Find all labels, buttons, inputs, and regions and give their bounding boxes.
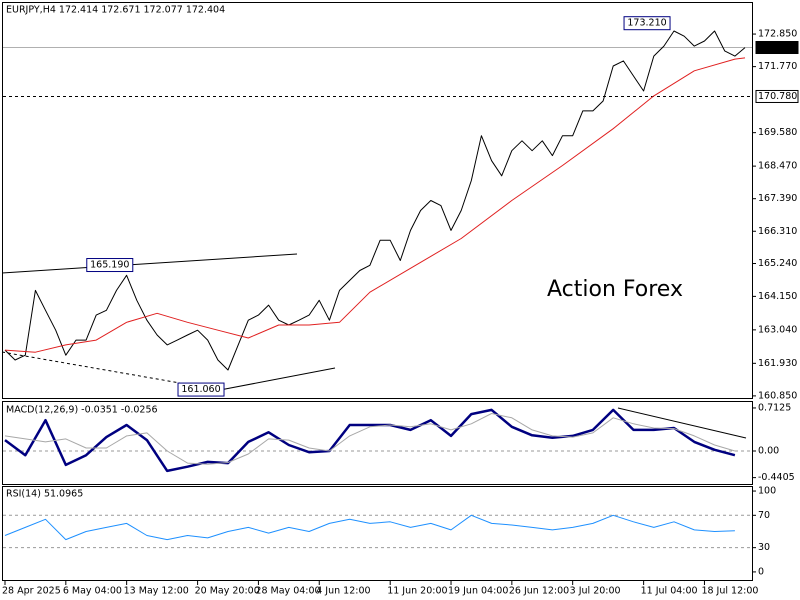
symbol-header: EURJPY,H4 172.414 172.671 172.077 172.40…	[6, 5, 225, 16]
y-tick-label: -0.4405	[758, 472, 795, 483]
x-tick-label: 28 Apr 2025	[2, 586, 61, 597]
trend-line	[1, 351, 181, 384]
y-tick-label: 168.470	[758, 161, 797, 172]
series-line	[4, 413, 736, 465]
y-tick-label: 167.390	[758, 193, 797, 204]
annotation-label: 161.060	[181, 384, 220, 395]
annotation-box	[623, 16, 671, 31]
x-tick-label: 11 Jul 04:00	[641, 586, 698, 597]
macd-header: MACD(12,26,9) -0.0351 -0.0256	[6, 405, 158, 416]
price-level-box	[755, 89, 799, 103]
price-level-box	[755, 41, 799, 55]
annotation-box	[86, 258, 134, 273]
rsi-header: RSI(14) 51.0965	[6, 489, 83, 500]
series-line	[4, 30, 746, 371]
annotation-label: 173.210	[627, 18, 666, 29]
x-tick-label: 26 Jun 12:00	[509, 586, 569, 597]
trend-line	[617, 407, 747, 439]
x-tick-label: 3 Jul 20:00	[570, 586, 621, 597]
y-tick-label: 163.040	[758, 324, 797, 335]
y-tick-label: 160.850	[758, 390, 797, 401]
x-tick-label: 13 May 12:00	[124, 586, 189, 597]
x-tick-label: 4 Jun 12:00	[316, 586, 370, 597]
x-tick-label: 11 Jun 20:00	[387, 586, 447, 597]
annotation-label: 165.190	[90, 260, 129, 271]
y-tick-label: 30	[758, 542, 770, 553]
x-tick-label: 19 Jun 04:00	[448, 586, 508, 597]
y-tick-label: 171.770	[758, 61, 797, 72]
macd-panel	[2, 401, 753, 485]
y-tick-label: 164.150	[758, 291, 797, 302]
series-line	[4, 514, 735, 541]
y-tick-label: 0.7125	[758, 402, 791, 413]
trend-line	[219, 367, 336, 391]
trend-line	[1, 253, 298, 274]
price-level-label: 172.404	[758, 42, 797, 53]
y-tick-label: 100	[758, 486, 776, 497]
y-tick-label: 70	[758, 510, 770, 521]
watermark: Action Forex	[547, 277, 683, 302]
y-tick-label: 165.240	[758, 258, 797, 269]
price-level-label: 170.780	[758, 91, 797, 102]
y-tick-label: 161.930	[758, 358, 797, 369]
y-tick-label: 0.00	[758, 446, 779, 457]
y-tick-label: 169.580	[758, 127, 797, 138]
x-tick-label: 6 May 04:00	[63, 586, 122, 597]
x-tick-label: 28 May 04:00	[255, 586, 320, 597]
y-tick-label: 0	[758, 566, 764, 577]
rsi-panel	[2, 486, 753, 581]
y-tick-label: 166.310	[758, 226, 797, 237]
x-tick-label: 20 May 20:00	[195, 586, 260, 597]
annotation-box	[177, 382, 225, 397]
series-line	[4, 408, 736, 473]
x-tick-label: 18 Jul 12:00	[701, 586, 758, 597]
price-panel	[2, 2, 753, 399]
y-tick-label: 172.850	[758, 29, 797, 40]
series-line	[4, 57, 746, 353]
